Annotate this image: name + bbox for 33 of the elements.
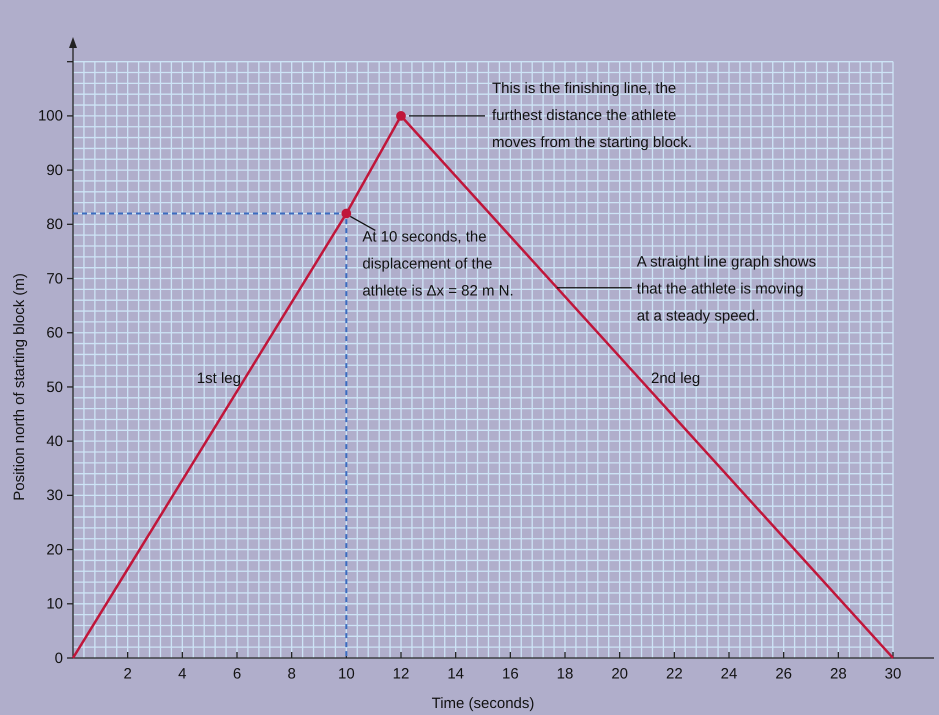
y-tick-label: 50	[46, 378, 63, 396]
x-tick-label: 14	[447, 666, 464, 683]
y-tick-label: 60	[46, 324, 63, 342]
x-tick-label: 26	[775, 666, 792, 683]
x-axis-title: Time (seconds)	[432, 695, 534, 712]
y-tick-label: 0	[54, 650, 63, 667]
x-tick-label: 2	[123, 666, 132, 683]
x-tick-label: 12	[392, 666, 410, 683]
y-tick-label: 30	[46, 487, 63, 504]
annotation: This is the finishing line, the furthest distance the athlete moves from the starting block.	[492, 80, 692, 151]
y-tick-label: 40	[46, 432, 63, 450]
annotation: 1st leg	[196, 370, 241, 387]
annotation: 2nd leg	[651, 370, 700, 387]
x-tick-label: 8	[287, 666, 296, 683]
x-tick-label: 18	[556, 666, 574, 683]
y-tick-label: 80	[46, 216, 63, 234]
y-tick-label: 100	[38, 108, 63, 125]
y-tick-label: 70	[46, 270, 63, 288]
annotation: A straight line graph shows that the athlete is moving at a steady speed.	[636, 254, 816, 325]
x-tick-label: 22	[666, 666, 683, 683]
x-tick-label: 4	[178, 666, 187, 683]
x-tick-label: 28	[830, 666, 847, 683]
annotation: At 10 seconds, the displacement of the athlete is Δx = 82 m N.	[362, 228, 514, 300]
y-axis-title: Position north of starting block (m)	[11, 273, 28, 501]
x-tick-label: 24	[720, 666, 738, 683]
x-tick-label: 16	[502, 666, 519, 683]
x-tick-label: 30	[884, 666, 902, 683]
x-tick-label: 6	[232, 666, 242, 683]
x-tick-label: 10	[338, 666, 355, 683]
y-tick-label: 90	[46, 162, 63, 179]
x-tick-label: 20	[611, 666, 628, 683]
y-tick-label: 10	[46, 596, 63, 613]
y-tick-label: 20	[46, 541, 63, 558]
